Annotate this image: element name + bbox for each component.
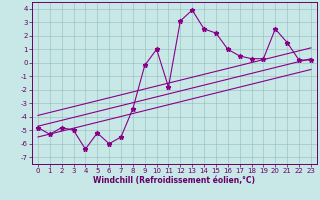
X-axis label: Windchill (Refroidissement éolien,°C): Windchill (Refroidissement éolien,°C) (93, 176, 255, 185)
